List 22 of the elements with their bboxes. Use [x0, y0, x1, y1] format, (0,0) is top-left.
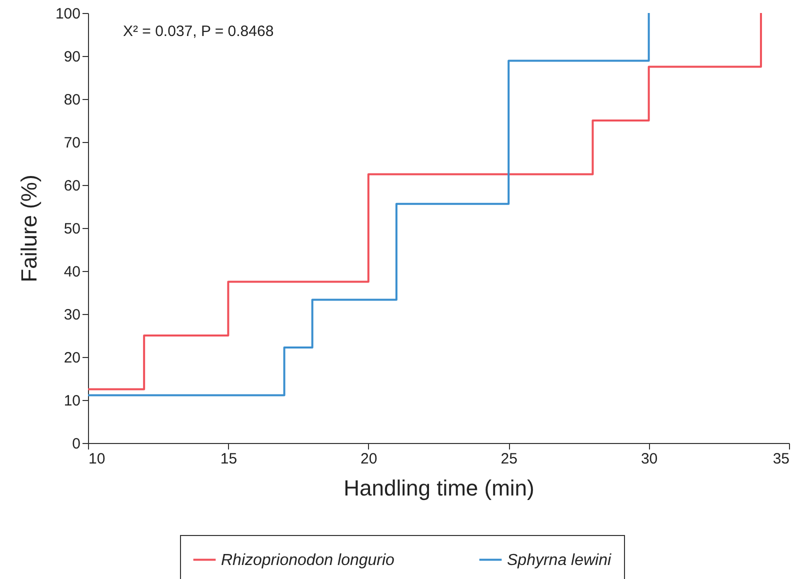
x-tick-label: 15 [220, 450, 238, 468]
y-tick-label: 50 [64, 220, 80, 238]
y-tick-label: 20 [64, 350, 80, 366]
y-tick-label: 100 [55, 6, 80, 22]
annotation: X² = 0.037, P = 0.8468 [123, 23, 274, 40]
x-tick-label: 35 [772, 450, 790, 468]
x-tick-label: 10 [88, 450, 106, 468]
y-tick-label: 10 [64, 392, 80, 410]
x-tick-label: 30 [640, 450, 658, 468]
y-tick-label: 60 [64, 178, 80, 194]
x-tick-label: 20 [360, 450, 378, 468]
y-tick-label: 80 [64, 92, 80, 108]
x-tick-label: 25 [500, 450, 518, 468]
legend-label: Sphyrna lewini [507, 552, 612, 569]
legend-label: Rhizoprionodon longurio [221, 552, 395, 569]
x-axis-title: Handling time (min) [344, 476, 534, 500]
y-axis-title: Failure (%) [16, 174, 42, 282]
y-tick-label: 90 [64, 48, 80, 66]
y-tick-label: 30 [64, 306, 80, 324]
y-tick-label: 40 [64, 264, 80, 280]
y-tick-label: 0 [72, 436, 80, 452]
y-tick-label: 70 [64, 134, 80, 152]
